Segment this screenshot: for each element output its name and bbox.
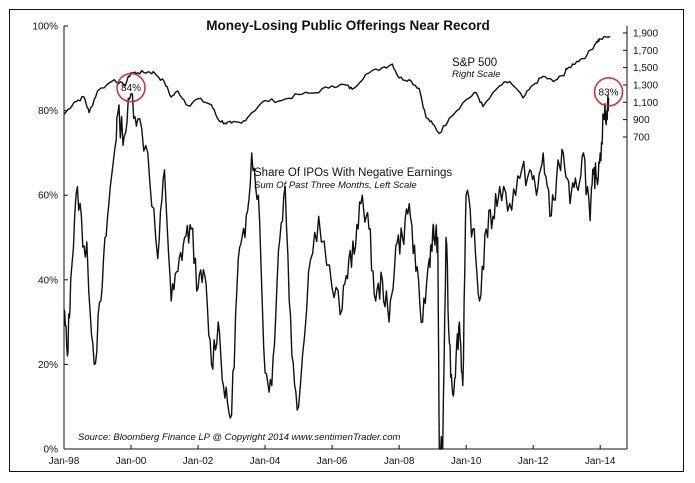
right-tick-label: 900 — [633, 115, 650, 126]
left-tick-label: 20% — [38, 360, 58, 371]
x-axis-ticks: Jan-98 Jan-00 Jan-02 Jan-04 Jan-06 Jan-08 Jan-… — [49, 445, 616, 467]
right-axis-ticks: 700 900 1,100 1,300 1,500 1,700 1,900 — [623, 28, 658, 143]
x-tick-label: Jan-02 — [183, 456, 214, 467]
sp500-sublabel: Right Scale — [452, 69, 501, 80]
callout-circle — [593, 77, 624, 107]
x-tick-label: Jan-12 — [518, 456, 549, 467]
x-tick-label: Jan-14 — [585, 456, 616, 467]
sp500-series-line — [63, 35, 611, 135]
right-tick-label: 1,300 — [633, 80, 658, 91]
right-tick-label: 1,900 — [633, 28, 658, 39]
callout-label: 84% — [121, 83, 141, 94]
right-tick-label: 1,500 — [633, 63, 658, 74]
x-tick-label: Jan-98 — [49, 456, 80, 467]
x-tick-label: Jan-08 — [384, 456, 415, 467]
x-tick-label: Jan-04 — [250, 456, 281, 467]
left-tick-label: 40% — [38, 275, 58, 286]
left-tick-label: 0% — [44, 445, 59, 456]
x-tick-label: Jan-10 — [451, 456, 482, 467]
callouts: 84% 83% — [116, 72, 624, 107]
callout-label: 83% — [599, 87, 619, 98]
chart-title: Money-Losing Public Offerings Near Recor… — [206, 18, 490, 33]
x-tick-label: Jan-00 — [116, 456, 147, 467]
source-note: Source: Bloomberg Finance LP @ Copyright… — [78, 432, 400, 443]
right-tick-label: 1,700 — [633, 46, 658, 57]
chart-frame — [9, 9, 684, 472]
ipo-share-series-line — [63, 93, 610, 450]
ipo-sublabel: Sum Of Past Three Months, Left Scale — [254, 180, 417, 191]
left-tick-label: 100% — [32, 22, 58, 33]
x-tick-label: Jan-06 — [317, 456, 348, 467]
callout-circle — [116, 72, 146, 103]
left-axis-ticks: 0% 20% 40% 60% 80% 100% — [32, 22, 68, 456]
right-tick-label: 700 — [633, 132, 650, 143]
ipo-label: Share Of IPOs With Negative Earnings — [254, 167, 452, 179]
left-tick-label: 80% — [38, 106, 58, 117]
left-tick-label: 60% — [38, 191, 58, 202]
sp500-label: S&P 500 — [452, 57, 497, 69]
right-tick-label: 1,100 — [633, 98, 658, 109]
